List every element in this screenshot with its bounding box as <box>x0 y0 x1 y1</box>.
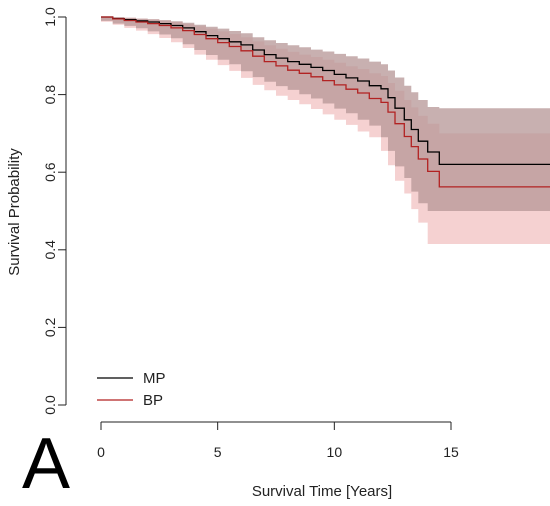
survival-curves <box>101 16 550 188</box>
y-tick-label: 0.0 <box>42 395 58 415</box>
x-tick-label: 0 <box>97 444 105 460</box>
x-axis-title: Survival Time [Years] <box>252 483 392 500</box>
panel-label: A <box>22 424 70 504</box>
legend: MP BP <box>97 370 166 409</box>
confidence-bands <box>101 17 550 244</box>
x-tick-label: 15 <box>443 444 459 460</box>
y-tick-label: 1.0 <box>42 7 58 27</box>
y-axis-title: Survival Probability <box>6 148 23 276</box>
x-tick-label: 5 <box>214 444 222 460</box>
band-mp <box>101 17 550 211</box>
y-tick-label: 0.2 <box>42 317 58 337</box>
legend-label-bp: BP <box>143 392 163 409</box>
x-ticks: 0 5 10 15 <box>97 422 459 460</box>
axes: 0 5 10 15 0.0 0.2 0.4 0.6 0.8 1.0 <box>42 7 459 460</box>
y-ticks: 0.0 0.2 0.4 0.6 0.8 1.0 <box>42 7 66 415</box>
legend-label-mp: MP <box>143 370 166 387</box>
x-tick-label: 10 <box>327 444 343 460</box>
curve-bp <box>101 16 550 188</box>
y-tick-label: 0.6 <box>42 162 58 182</box>
y-tick-label: 0.4 <box>42 240 58 260</box>
y-tick-label: 0.8 <box>42 85 58 105</box>
curve-mp <box>101 16 550 166</box>
